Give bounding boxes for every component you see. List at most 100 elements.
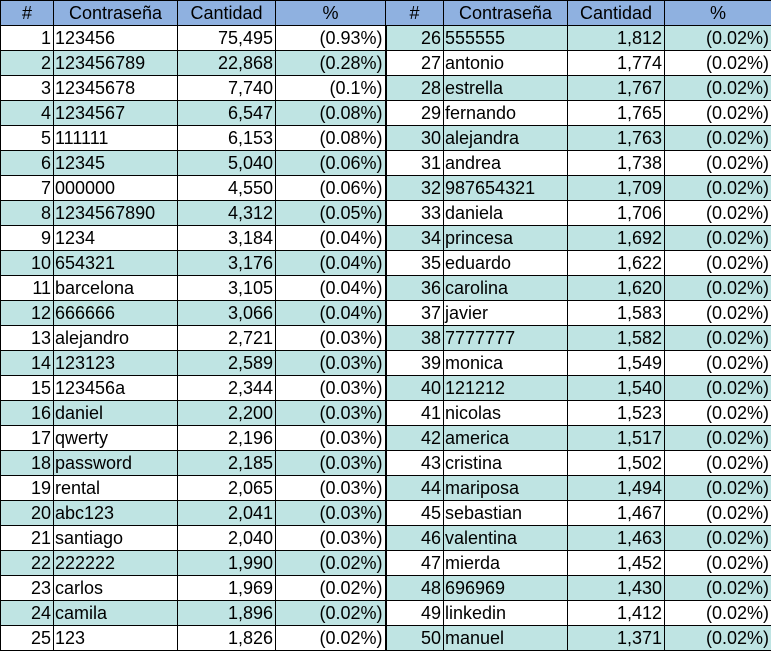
percent-cell: (0.04%) [275,300,387,326]
table-row: 25 123 1,826 (0.02%) 50 manuel 1,371 (0.02%) [0,625,771,651]
rank-cell: 38 [385,325,444,351]
percent-cell: (0.02%) [664,400,771,426]
password-cell: mariposa [443,475,568,501]
header-count: Cantidad [177,0,276,26]
password-cell: eduardo [443,250,568,276]
count-cell: 2,589 [177,350,276,376]
password-cell: 123456 [53,25,178,51]
count-cell: 1,467 [567,500,665,526]
count-cell: 1,622 [567,250,665,276]
password-cell: daniel [53,400,178,426]
percent-cell: (0.06%) [275,175,387,201]
password-cell: daniela [443,200,568,226]
percent-cell: (0.02%) [664,250,771,276]
count-cell: 2,040 [177,525,276,551]
header-rank: # [385,0,444,26]
count-cell: 1,452 [567,550,665,576]
password-cell: alejandro [53,325,178,351]
rank-cell: 44 [385,475,444,501]
table-row: 1 123456 75,495 (0.93%) 26 555555 1,812 (0.02%) [0,25,771,51]
count-cell: 3,105 [177,275,276,301]
rank-cell: 14 [0,350,54,376]
rank-cell: 23 [0,575,54,601]
count-cell: 1,738 [567,150,665,176]
table-row: 9 1234 3,184 (0.04%) 34 princesa 1,692 (0.02%) [0,225,771,251]
count-cell: 4,550 [177,175,276,201]
count-cell: 1,430 [567,575,665,601]
rank-cell: 4 [0,100,54,126]
count-cell: 1,765 [567,100,665,126]
percent-cell: (0.02%) [664,275,771,301]
rank-cell: 26 [385,25,444,51]
rank-cell: 19 [0,475,54,501]
password-cell: 123 [53,625,178,651]
password-cell: estrella [443,75,568,101]
percent-cell: (0.08%) [275,125,387,151]
rank-cell: 28 [385,75,444,101]
password-cell: 12345 [53,150,178,176]
rank-cell: 29 [385,100,444,126]
table-row: 11 barcelona 3,105 (0.04%) 36 carolina 1,620 (0… [0,275,771,301]
count-cell: 1,812 [567,25,665,51]
count-cell: 3,176 [177,250,276,276]
rank-cell: 2 [0,50,54,76]
percent-cell: (0.93%) [275,25,387,51]
password-cell: sebastian [443,500,568,526]
rank-cell: 15 [0,375,54,401]
count-cell: 2,065 [177,475,276,501]
count-cell: 1,517 [567,425,665,451]
count-cell: 1,969 [177,575,276,601]
rank-cell: 9 [0,225,54,251]
count-cell: 1,549 [567,350,665,376]
rank-cell: 20 [0,500,54,526]
percent-cell: (0.02%) [664,75,771,101]
header-percent: % [275,0,386,26]
count-cell: 1,990 [177,550,276,576]
count-cell: 1,620 [567,275,665,301]
table-row: 6 12345 5,040 (0.06%) 31 andrea 1,738 (0.02%) [0,150,771,176]
password-cell: antonio [443,50,568,76]
table-row: 5 111111 6,153 (0.08%) 30 alejandra 1,763 (0.02… [0,125,771,151]
password-cell: abc123 [53,500,178,526]
rank-cell: 10 [0,250,54,276]
count-cell: 1,896 [177,600,276,626]
count-cell: 6,547 [177,100,276,126]
password-cell: javier [443,300,568,326]
percent-cell: (0.08%) [275,100,387,126]
percent-cell: (0.03%) [275,500,387,526]
rank-cell: 46 [385,525,444,551]
count-cell: 1,767 [567,75,665,101]
count-cell: 1,371 [567,625,665,651]
password-cell: 666666 [53,300,178,326]
rank-cell: 34 [385,225,444,251]
table-row: 17 qwerty 2,196 (0.03%) 42 america 1,517 (0.02%… [0,425,771,451]
password-cell: 654321 [53,250,178,276]
rank-cell: 48 [385,575,444,601]
percent-cell: (0.02%) [664,525,771,551]
rank-cell: 35 [385,250,444,276]
count-cell: 22,868 [177,50,276,76]
percent-cell: (0.02%) [664,125,771,151]
percent-cell: (0.03%) [275,375,387,401]
rank-cell: 32 [385,175,444,201]
percent-cell: (0.02%) [664,25,771,51]
password-cell: fernando [443,100,568,126]
password-cell: alejandra [443,125,568,151]
percent-cell: (0.03%) [275,475,387,501]
rank-cell: 6 [0,150,54,176]
password-cell: america [443,425,568,451]
password-cell: 000000 [53,175,178,201]
rank-cell: 43 [385,450,444,476]
count-cell: 5,040 [177,150,276,176]
percent-cell: (0.02%) [664,50,771,76]
password-cell: 696969 [443,575,568,601]
password-cell: carolina [443,275,568,301]
password-cell: 111111 [53,125,178,151]
percent-cell: (0.02%) [664,450,771,476]
password-cell: carlos [53,575,178,601]
header-password: Contraseña [443,0,568,26]
table-row: 18 password 2,185 (0.03%) 43 cristina 1,502 (0.… [0,450,771,476]
rank-cell: 1 [0,25,54,51]
